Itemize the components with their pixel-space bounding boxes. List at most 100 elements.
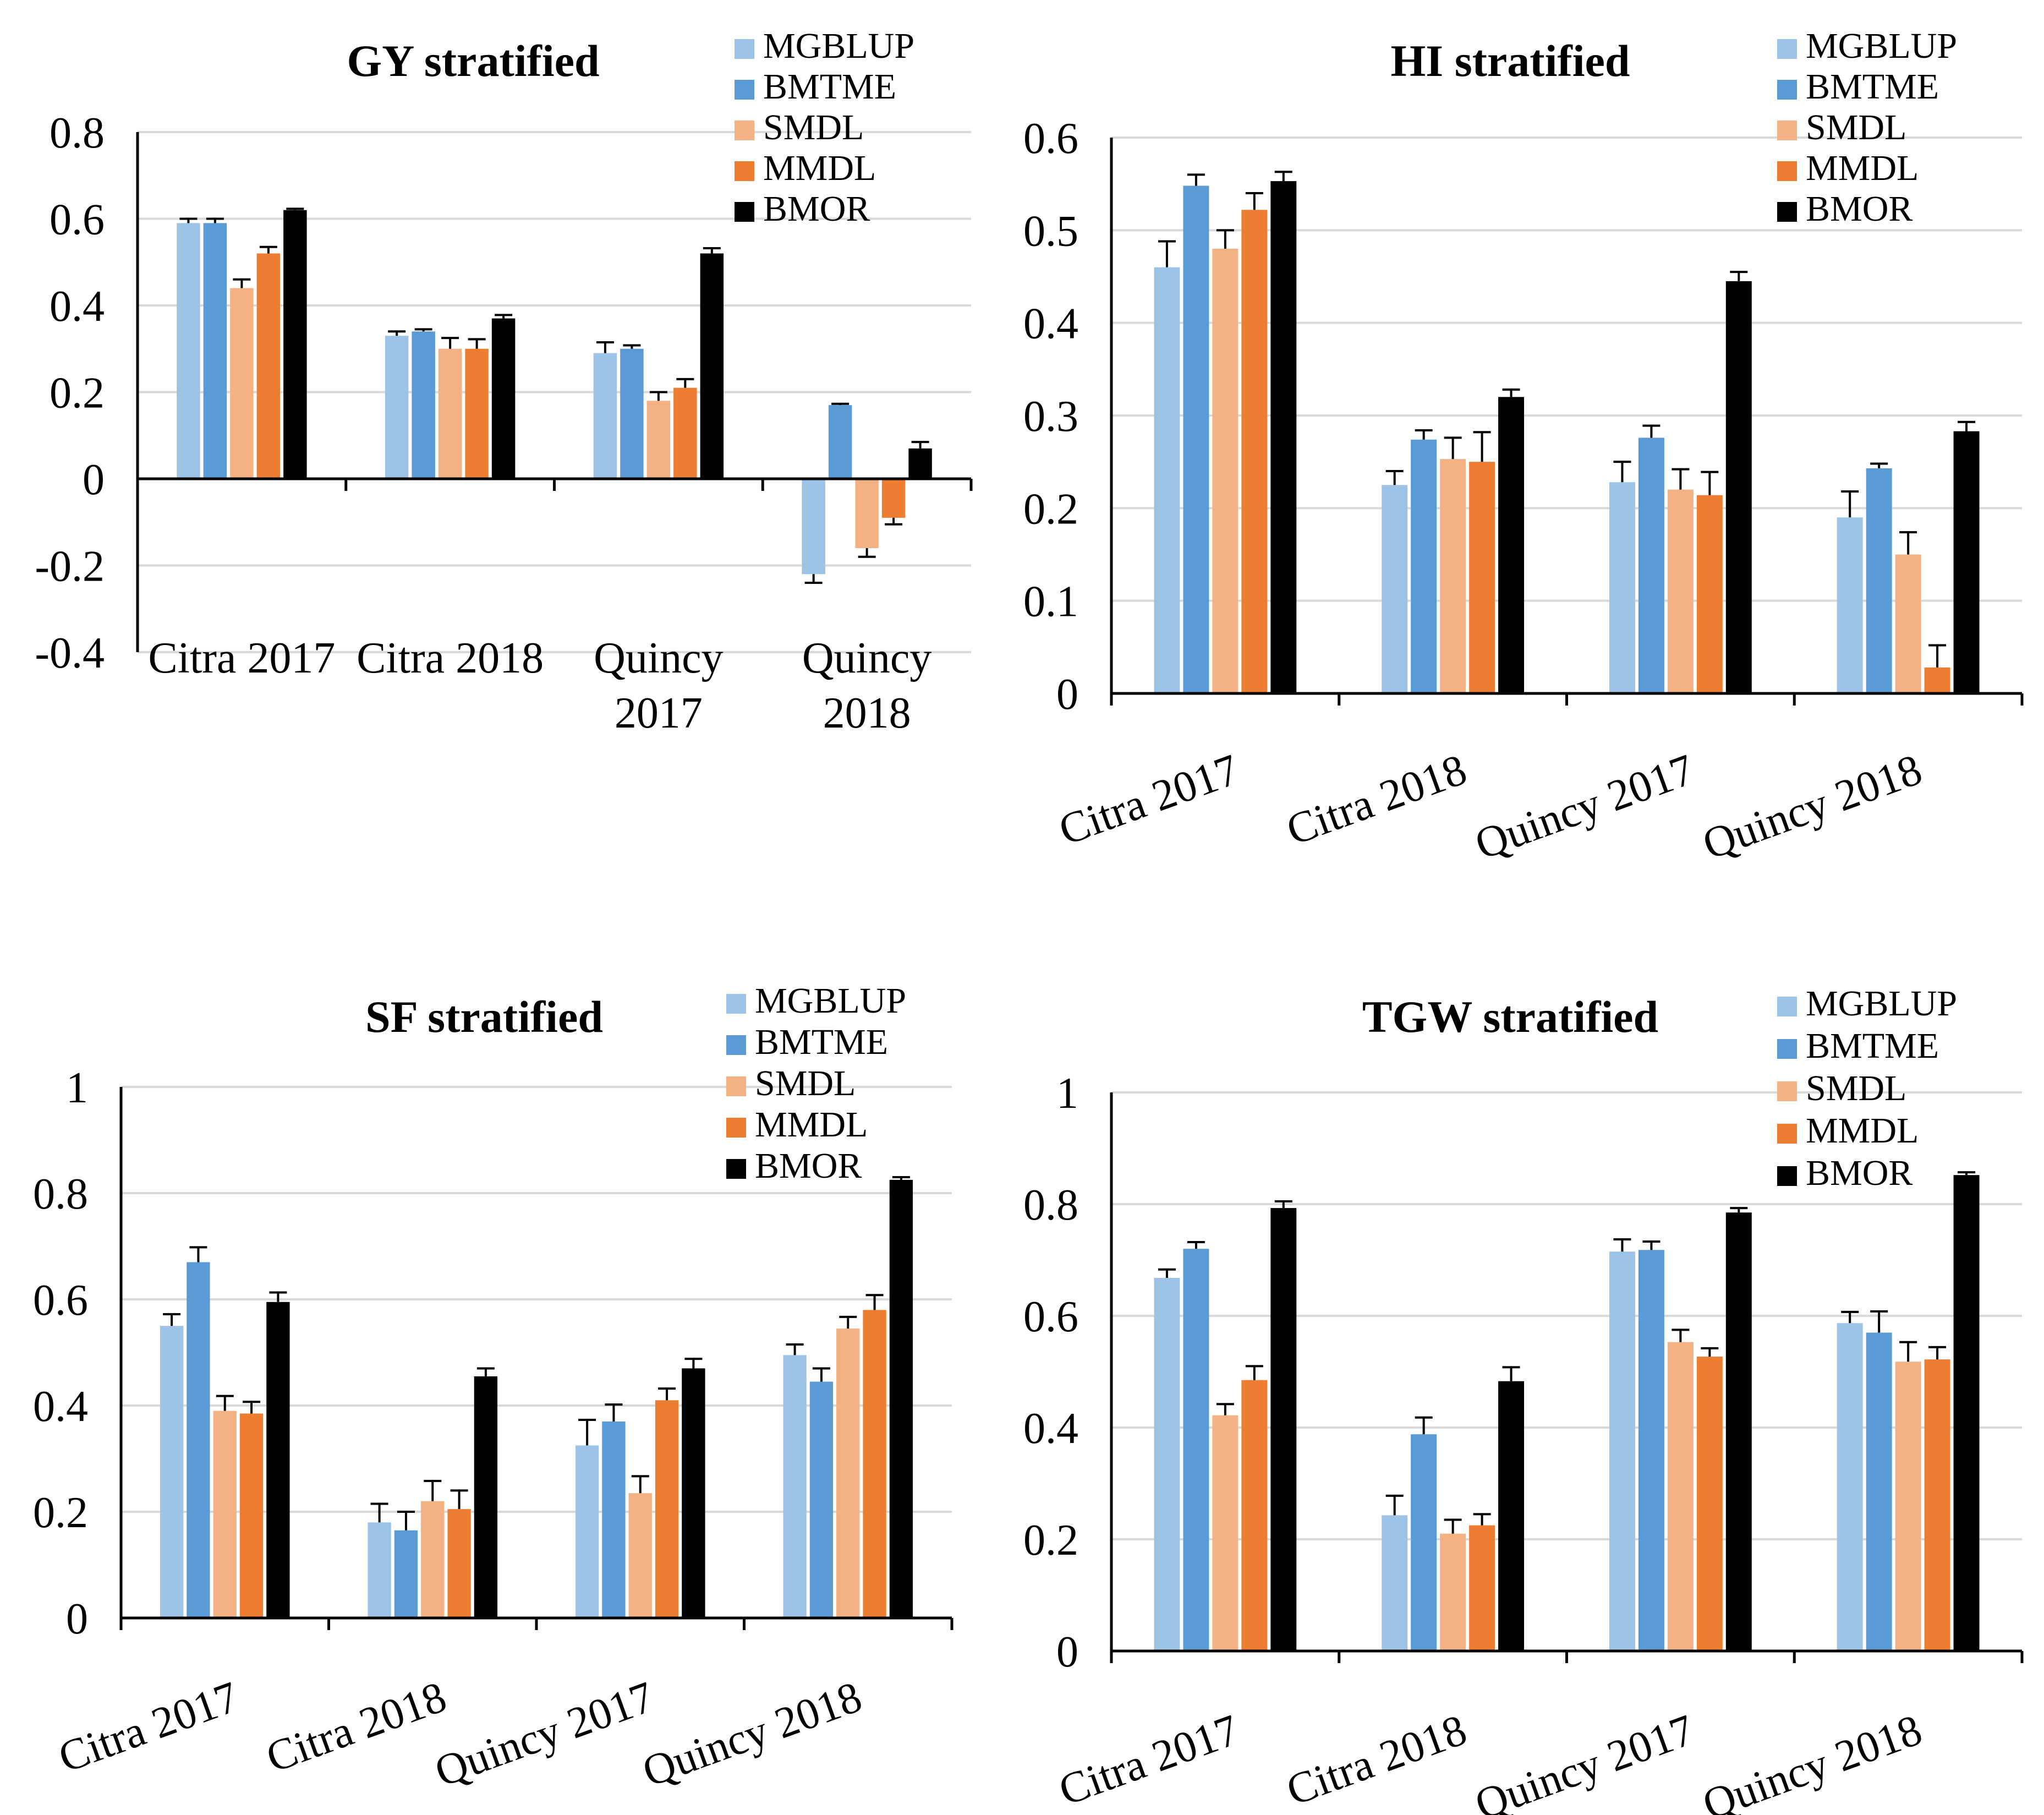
y-tick-label: 1	[66, 1064, 88, 1112]
y-tick-label: 0.3	[1023, 392, 1078, 441]
legend-label-bmor: BMOR	[1806, 189, 1913, 229]
y-tick-label: 0.6	[33, 1276, 88, 1325]
y-tick-label: 0.6	[1023, 114, 1078, 163]
y-tick-label: 0	[83, 456, 105, 504]
y-tick-label: 0.4	[1023, 300, 1078, 348]
bar-smdl	[1895, 554, 1921, 693]
y-tick-label: 0.2	[50, 369, 105, 418]
legend-label-bmtme: BMTME	[755, 1022, 888, 1062]
legend-swatch-mmdl	[1777, 161, 1797, 181]
bar-mgblup	[385, 336, 409, 479]
category-label: Citra 2017	[1053, 1705, 1245, 1815]
legend-label-smdl: SMDL	[763, 107, 864, 147]
y-tick-label: 0.8	[50, 109, 105, 157]
chart-title: HI stratified	[1391, 36, 1630, 86]
bar-mmdl	[1469, 1525, 1495, 1651]
legend-swatch-mmdl	[726, 1118, 746, 1138]
y-tick-label: 0	[1056, 670, 1078, 719]
y-tick-label: 0.4	[33, 1382, 88, 1431]
bar-mmdl	[465, 348, 489, 479]
bar-bmor	[266, 1302, 290, 1618]
legend-swatch-mgblup	[1777, 39, 1797, 59]
bar-mgblup	[1154, 1277, 1180, 1651]
bar-bmor	[889, 1179, 913, 1618]
legend-label-bmtme: BMTME	[763, 67, 896, 107]
bar-smdl	[1212, 249, 1239, 693]
legend-swatch-mmdl	[1777, 1124, 1797, 1144]
bar-mgblup	[368, 1522, 391, 1618]
bar-bmor	[1953, 431, 1980, 693]
bar-smdl	[421, 1501, 445, 1618]
y-tick-label: 0.2	[1023, 485, 1078, 533]
legend-swatch-mgblup	[726, 994, 746, 1014]
bar-mmdl	[655, 1400, 679, 1618]
bar-mgblup	[593, 353, 617, 479]
bar-bmtme	[1638, 438, 1664, 693]
legend-swatch-bmor	[726, 1159, 746, 1179]
category-label: Quincy 2018	[1697, 1705, 1928, 1815]
category-label: Quincy 2017	[1469, 745, 1701, 869]
legend-label-bmor: BMOR	[755, 1146, 862, 1186]
legend-swatch-bmor	[735, 202, 754, 222]
legend-swatch-mgblup	[1777, 997, 1797, 1016]
bar-mmdl	[881, 479, 906, 518]
y-tick-label: 0.6	[1023, 1293, 1078, 1341]
bar-mmdl	[1241, 210, 1268, 693]
bar-mgblup	[1837, 517, 1863, 693]
chart-panel-1: HI stratified 0.6 0.5 0.4 0.3 0.2 0.1 0 Citra 20…	[1023, 26, 2024, 869]
bar-mmdl	[1469, 462, 1495, 693]
bar-bmor	[1498, 1381, 1525, 1651]
bar-smdl	[1667, 489, 1694, 693]
chart-panel-0: GY stratified 0.8 0.6 0.4 0.2 0 -0.2 -0.4 Citra …	[35, 26, 973, 737]
category-label: Quincy 2017	[1469, 1705, 1701, 1815]
legend-swatch-bmtme	[726, 1035, 746, 1055]
chart-title: TGW stratified	[1362, 992, 1658, 1042]
bar-bmtme	[1638, 1250, 1664, 1651]
bar-bmor	[1498, 397, 1525, 693]
y-tick-label: 0.4	[1023, 1404, 1078, 1453]
bar-mgblup	[1154, 267, 1180, 694]
bar-smdl	[1895, 1362, 1921, 1651]
bar-mgblup	[783, 1355, 807, 1618]
y-tick-label: -0.4	[35, 629, 105, 677]
legend-label-smdl: SMDL	[755, 1063, 856, 1103]
bar-bmor	[1725, 1212, 1752, 1651]
bar-bmtme	[620, 348, 644, 479]
bar-bmor	[1270, 1208, 1297, 1651]
legend-label-mmdl: MMDL	[763, 148, 876, 188]
y-tick-label: 0.6	[50, 196, 105, 244]
legend-label-bmor: BMOR	[1806, 1153, 1913, 1193]
bar-smdl	[855, 479, 879, 548]
legend-label-mgblup: MGBLUP	[1806, 983, 1957, 1024]
bar-bmor	[682, 1368, 705, 1618]
bar-bmtme	[1411, 1434, 1437, 1651]
category-label: Citra 2017	[148, 634, 335, 682]
legend-label-smdl: SMDL	[1806, 107, 1906, 147]
bar-bmor	[700, 253, 724, 479]
bar-bmtme	[602, 1421, 626, 1618]
chart-title: SF stratified	[365, 992, 603, 1042]
bar-bmtme	[394, 1530, 418, 1618]
bar-mmdl	[673, 387, 697, 479]
bar-bmor	[474, 1376, 498, 1618]
bar-bmor	[1725, 281, 1752, 694]
legend-swatch-mgblup	[735, 39, 754, 59]
legend-label-bmtme: BMTME	[1806, 67, 1939, 107]
bar-bmtme	[828, 405, 852, 479]
bar-bmor	[491, 318, 516, 479]
bar-mgblup	[1609, 482, 1635, 693]
legend-swatch-bmor	[1777, 202, 1797, 222]
chart-panel-2: SF stratified 1 0.8 0.6 0.4 0.2 0 Citra 2017 Cit…	[33, 981, 953, 1796]
y-tick-label: 0.8	[1023, 1181, 1078, 1229]
legend-label-mmdl: MMDL	[1806, 1111, 1919, 1151]
category-label: Citra 2018	[1280, 745, 1473, 855]
bar-mgblup	[802, 479, 825, 575]
legend-swatch-bmtme	[1777, 80, 1797, 100]
y-tick-label: -0.2	[35, 543, 105, 591]
legend-swatch-smdl	[1777, 1081, 1797, 1101]
bar-bmtme	[1183, 1249, 1209, 1651]
legend-swatch-bmtme	[735, 80, 754, 100]
bar-mmdl	[863, 1310, 886, 1618]
bar-smdl	[628, 1493, 652, 1618]
